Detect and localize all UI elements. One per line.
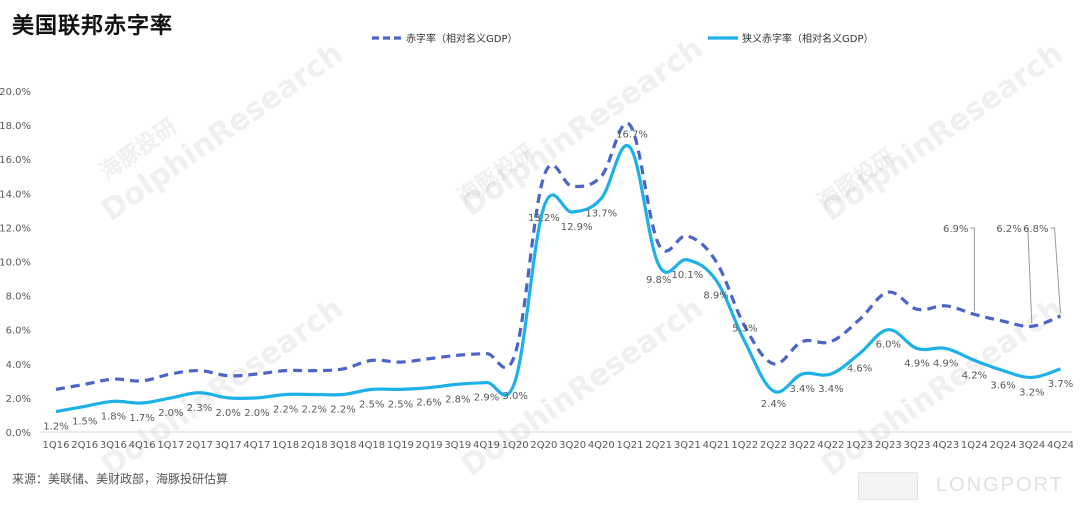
y-tick-label: 4.0%	[6, 360, 31, 371]
x-tick-label: 4Q23	[932, 440, 959, 451]
data-label: 2.6%	[416, 398, 441, 409]
data-label: 4.6%	[847, 364, 872, 375]
x-tick-label: 4Q22	[817, 440, 844, 451]
x-tick-label: 3Q20	[559, 440, 586, 451]
x-tick-label: 2Q24	[990, 440, 1017, 451]
data-label: 2.3%	[187, 403, 212, 414]
x-tick-label: 2Q16	[71, 440, 98, 451]
x-tick-label: 4Q19	[473, 440, 500, 451]
legend-label: 赤字率（相对名义GDP）	[406, 32, 517, 45]
data-label: 3.6%	[990, 381, 1015, 392]
brand-logo-box	[858, 472, 918, 500]
data-label: 2.8%	[445, 394, 470, 405]
y-tick-label: 8.0%	[6, 292, 31, 303]
x-tick-label: 2Q23	[875, 440, 902, 451]
legend-label: 狭义赤字率（相对名义GDP）	[742, 32, 873, 45]
x-tick-label: 4Q21	[703, 440, 730, 451]
label-leader-line	[1050, 227, 1061, 314]
x-tick-label: 3Q19	[444, 440, 471, 451]
data-label: 3.4%	[818, 384, 843, 395]
data-label: 6.9%	[943, 224, 968, 235]
source-note: 来源：美联储、美财政部，海豚投研估算	[12, 472, 229, 486]
y-tick-label: 12.0%	[0, 223, 31, 234]
data-label: 4.2%	[962, 370, 987, 381]
x-tick-label: 1Q23	[846, 440, 873, 451]
x-tick-label: 1Q22	[731, 440, 758, 451]
brand-logo: LONGPORT	[936, 474, 1064, 496]
label-leader-line	[1023, 227, 1033, 324]
x-tick-label: 4Q18	[358, 440, 385, 451]
page-title: 美国联邦赤字率	[12, 14, 174, 39]
x-tick-label: 2Q21	[645, 440, 672, 451]
data-label: 3.7%	[1048, 379, 1073, 390]
x-tick-label: 2Q18	[301, 440, 328, 451]
y-tick-label: 10.0%	[0, 258, 31, 269]
x-tick-label: 3Q18	[330, 440, 357, 451]
data-label: 10.1%	[672, 270, 704, 281]
data-label: 2.0%	[215, 408, 240, 419]
x-tick-label: 3Q23	[904, 440, 931, 451]
data-label: 12.9%	[561, 222, 593, 233]
x-tick-label: 4Q20	[588, 440, 615, 451]
data-label: 2.9%	[474, 393, 499, 404]
data-label: 3.0%	[502, 391, 527, 402]
y-tick-label: 16.0%	[0, 155, 31, 166]
x-tick-label: 4Q16	[129, 440, 156, 451]
data-label: 2.2%	[302, 404, 327, 415]
data-label: 6.2%	[996, 224, 1021, 235]
data-label: 3.4%	[789, 384, 814, 395]
y-tick-label: 2.0%	[6, 394, 31, 405]
data-label: 3.2%	[1019, 387, 1044, 398]
x-tick-label: 1Q19	[387, 440, 414, 451]
data-label: 2.5%	[359, 399, 384, 410]
x-tick-label: 4Q24	[1047, 440, 1074, 451]
data-label: 5.3%	[732, 324, 757, 335]
x-tick-label: 2Q22	[760, 440, 787, 451]
x-tick-label: 3Q24	[1018, 440, 1045, 451]
data-label: 9.8%	[646, 275, 671, 286]
data-label: 13.7%	[585, 208, 617, 219]
data-label: 6.8%	[1023, 224, 1048, 235]
x-tick-label: 2Q19	[416, 440, 443, 451]
x-tick-label: 3Q16	[100, 440, 127, 451]
x-tick-label: 1Q21	[617, 440, 644, 451]
data-label: 6.0%	[876, 340, 901, 351]
data-label: 2.2%	[330, 404, 355, 415]
data-label: 2.0%	[158, 408, 183, 419]
data-label: 2.5%	[388, 399, 413, 410]
data-label: 2.0%	[244, 408, 269, 419]
x-tick-label: 3Q21	[674, 440, 701, 451]
data-label: 1.5%	[72, 416, 97, 427]
data-label: 1.2%	[43, 422, 68, 433]
y-tick-label: 18.0%	[0, 121, 31, 132]
data-label: 2.2%	[273, 404, 298, 415]
x-tick-label: 2Q17	[186, 440, 213, 451]
x-tick-label: 3Q17	[215, 440, 242, 451]
series-line-deficit	[55, 121, 1062, 391]
x-tick-label: 1Q16	[43, 440, 70, 451]
y-tick-label: 14.0%	[0, 189, 31, 200]
y-tick-label: 6.0%	[6, 326, 31, 337]
data-label: 4.9%	[933, 358, 958, 369]
data-label: 2.4%	[761, 399, 786, 410]
label-leader-line	[970, 227, 975, 312]
data-label: 4.9%	[904, 358, 929, 369]
x-tick-label: 1Q18	[272, 440, 299, 451]
x-tick-label: 2Q20	[530, 440, 557, 451]
y-tick-label: 0.0%	[6, 428, 31, 439]
x-tick-label: 1Q24	[961, 440, 988, 451]
y-tick-label: 20.0%	[0, 87, 31, 98]
x-tick-label: 4Q17	[243, 440, 270, 451]
data-label: 16.7%	[616, 129, 648, 140]
x-tick-label: 1Q17	[157, 440, 184, 451]
series-line-narrow-deficit	[55, 143, 1062, 414]
x-tick-label: 3Q22	[789, 440, 816, 451]
data-label: 8.9%	[703, 290, 728, 301]
data-label: 13.2%	[528, 213, 560, 224]
x-tick-label: 1Q20	[502, 440, 529, 451]
data-label: 1.7%	[129, 413, 154, 424]
data-label: 1.8%	[101, 411, 126, 422]
